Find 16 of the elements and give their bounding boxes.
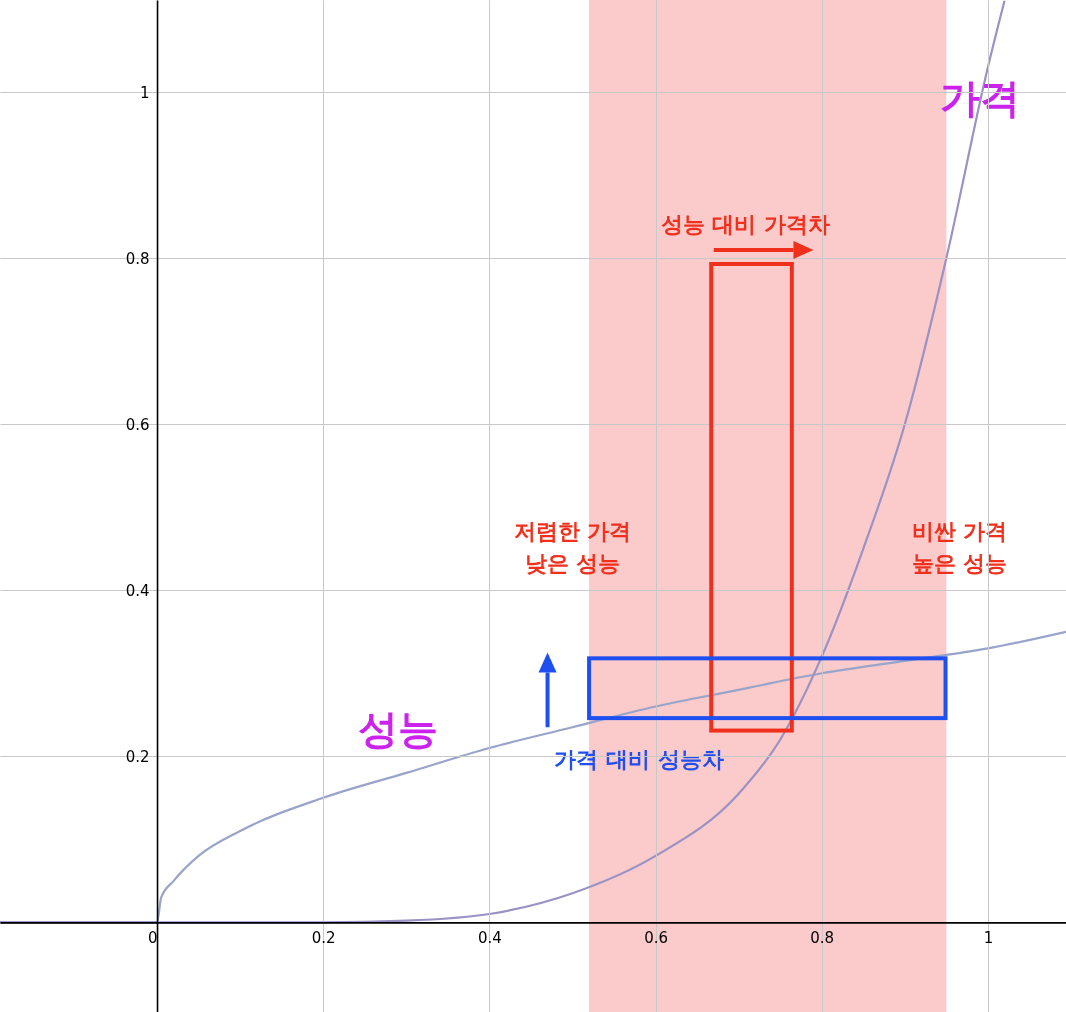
x-tick-label: 0 — [147, 928, 158, 947]
annotation: 성능 대비 가격차 — [660, 211, 830, 237]
x-tick-label: 1 — [983, 928, 994, 947]
y-tick-label: 1 — [139, 83, 150, 102]
y-tick-label: 0.6 — [125, 415, 150, 434]
x-tick-label: 0.8 — [810, 928, 835, 947]
y-tick-label: 0.2 — [125, 747, 150, 766]
y-tick-label: 0.4 — [125, 581, 150, 600]
x-tick-label: 0.4 — [477, 928, 502, 947]
y-tick-label: 0.8 — [125, 249, 150, 268]
annotation: 가격 — [939, 75, 1020, 122]
annotation: 저렴한 가격 낮은 성능 — [513, 519, 632, 577]
annotation: 비싼 가격 높은 성능 — [911, 519, 1008, 577]
x-tick-label: 0.6 — [644, 928, 668, 947]
x-tick-label: 0.2 — [311, 928, 336, 947]
annotation: 성능 — [357, 706, 438, 753]
